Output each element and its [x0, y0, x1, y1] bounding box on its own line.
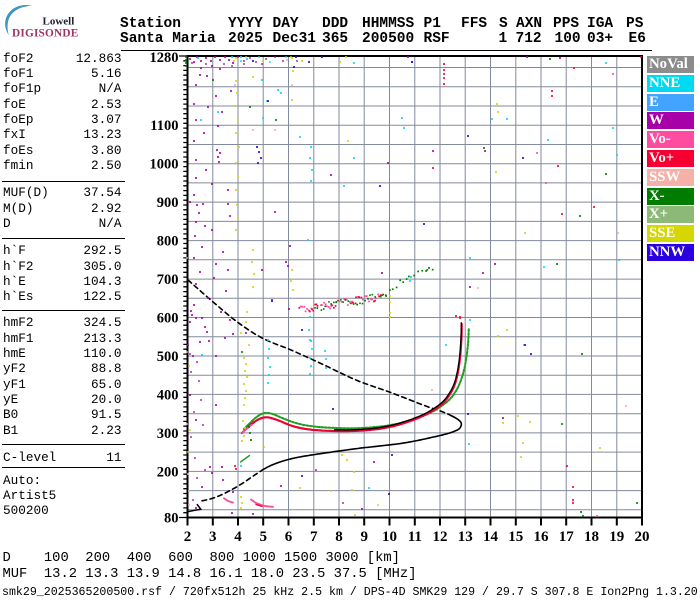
svg-text:18: 18 — [584, 529, 599, 545]
svg-text:4: 4 — [234, 529, 242, 545]
svg-text:15: 15 — [508, 529, 523, 545]
svg-text:5: 5 — [259, 529, 267, 545]
svg-text:80: 80 — [164, 511, 179, 527]
svg-text:19: 19 — [609, 529, 624, 545]
svg-text:9: 9 — [360, 529, 368, 545]
svg-text:11: 11 — [408, 529, 422, 545]
svg-text:700: 700 — [157, 272, 179, 288]
svg-text:1100: 1100 — [150, 118, 178, 134]
svg-text:10: 10 — [382, 529, 397, 545]
svg-text:2: 2 — [184, 529, 192, 545]
svg-text:17: 17 — [559, 529, 575, 545]
svg-text:12: 12 — [433, 529, 448, 545]
svg-text:1280: 1280 — [150, 50, 179, 66]
svg-text:500: 500 — [157, 349, 179, 365]
svg-text:3: 3 — [209, 529, 217, 545]
svg-text:13: 13 — [458, 529, 473, 545]
svg-text:800: 800 — [157, 234, 179, 250]
svg-text:1000: 1000 — [150, 157, 179, 173]
svg-text:14: 14 — [483, 529, 499, 545]
svg-text:7: 7 — [310, 529, 318, 545]
svg-text:400: 400 — [157, 387, 179, 403]
svg-text:900: 900 — [157, 195, 179, 211]
svg-text:DIGISONDE: DIGISONDE — [12, 28, 78, 40]
svg-text:20: 20 — [635, 529, 650, 545]
svg-text:300: 300 — [157, 426, 179, 442]
svg-text:6: 6 — [285, 529, 293, 545]
svg-text:600: 600 — [157, 311, 179, 327]
svg-text:200: 200 — [157, 464, 179, 480]
svg-text:16: 16 — [534, 529, 550, 545]
svg-text:8: 8 — [335, 529, 343, 545]
svg-text:Lowell: Lowell — [43, 16, 75, 28]
